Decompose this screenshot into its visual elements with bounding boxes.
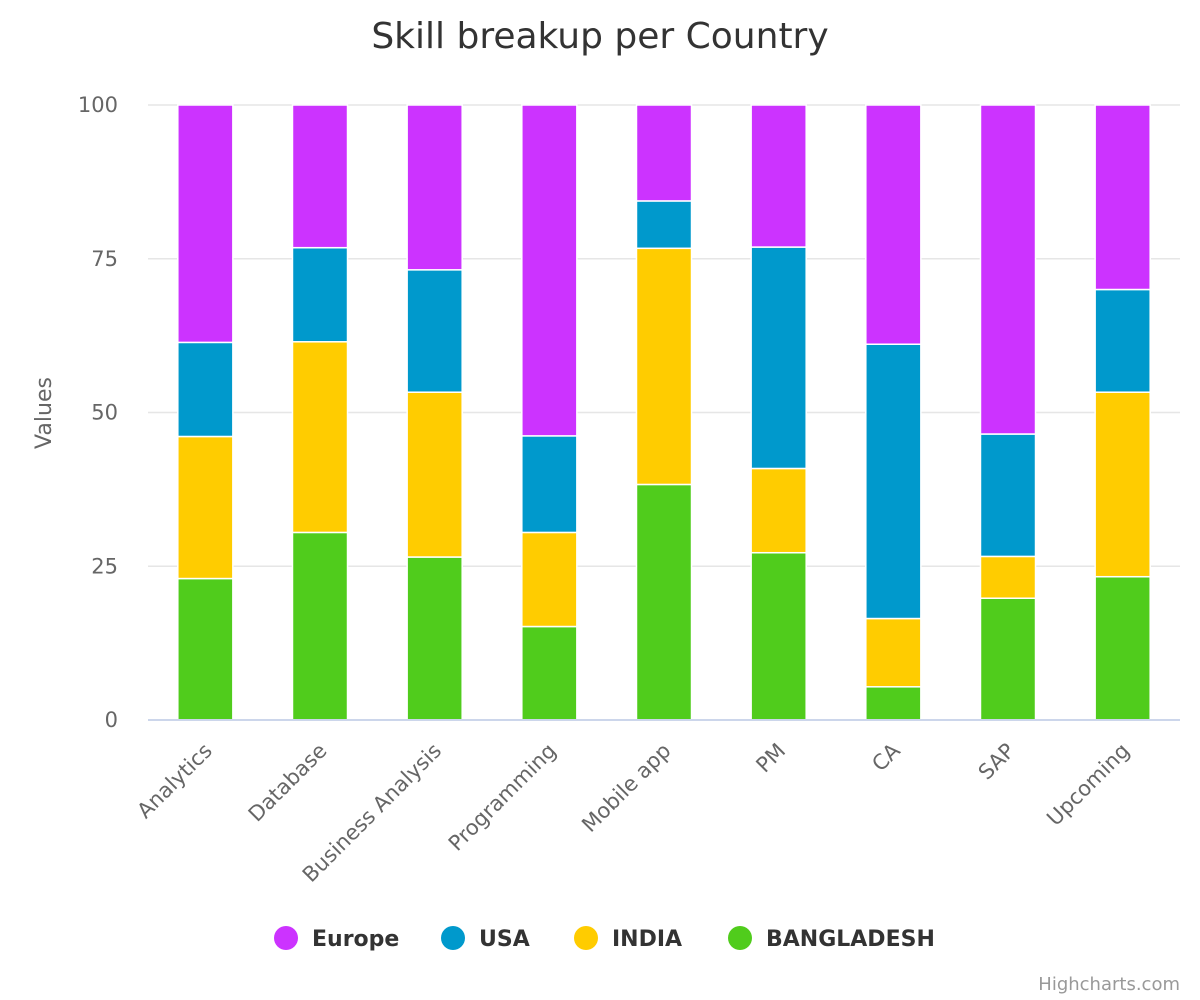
bar-segment[interactable] (177, 104, 234, 344)
y-tick-label: 75 (91, 247, 118, 271)
legend-swatch (728, 926, 752, 950)
legend: Europe USA INDIA BANGLADESH (274, 926, 935, 952)
legend-label: USA (479, 927, 530, 952)
bar-segment[interactable] (177, 435, 234, 580)
legend-item[interactable]: USA (441, 926, 530, 952)
bar-stack[interactable] (865, 104, 922, 721)
bar-segment[interactable] (865, 343, 922, 620)
bar-stack[interactable] (635, 104, 693, 721)
bar-segment[interactable] (979, 104, 1037, 435)
bar-segment[interactable] (291, 341, 349, 534)
y-tick-label: 0 (105, 708, 118, 732)
bar-stack[interactable] (406, 104, 463, 721)
bar-segment[interactable] (1094, 104, 1151, 291)
bar-segment[interactable] (406, 104, 463, 271)
bar-segment[interactable] (177, 577, 234, 721)
bar-segment[interactable] (865, 104, 922, 345)
y-axis-title: Values (32, 377, 57, 449)
bar-segment[interactable] (406, 391, 463, 558)
bar-segment[interactable] (1094, 391, 1151, 578)
bar-segment[interactable] (865, 617, 922, 688)
y-tick-label: 100 (78, 93, 118, 117)
bar-segment[interactable] (979, 433, 1037, 558)
bar-segment[interactable] (1094, 288, 1151, 393)
legend-label: Europe (312, 927, 399, 952)
x-tick-label: Database (244, 739, 332, 827)
y-tick-label: 50 (91, 401, 118, 425)
bar-segment[interactable] (635, 200, 693, 250)
x-tick-label: Upcoming (1042, 739, 1134, 831)
legend-swatch (441, 926, 465, 950)
legend-item[interactable]: BANGLADESH (728, 926, 935, 952)
bar-segment[interactable] (521, 435, 578, 534)
legend-label: INDIA (612, 927, 682, 952)
legend-swatch (274, 926, 298, 950)
bar-segment[interactable] (1094, 575, 1151, 721)
y-axis-tick-labels: 0 25 50 75 100 (78, 93, 118, 732)
bar-segment[interactable] (521, 531, 578, 628)
legend-item[interactable]: Europe (274, 926, 399, 952)
credits-link[interactable]: Highcharts.com (1038, 974, 1180, 995)
bar-segment[interactable] (521, 625, 578, 721)
bar-segment[interactable] (750, 104, 807, 248)
bar-segment[interactable] (635, 104, 693, 202)
bar-segment[interactable] (406, 269, 463, 393)
legend-label: BANGLADESH (766, 927, 935, 952)
x-tick-label: SAP (974, 739, 1020, 785)
bar-stack[interactable] (1094, 104, 1151, 721)
x-tick-label: PM (751, 739, 790, 778)
bar-segment[interactable] (979, 555, 1037, 599)
chart-title: Skill breakup per Country (371, 16, 828, 57)
bar-segment[interactable] (177, 341, 234, 438)
bar-segment[interactable] (291, 246, 349, 343)
x-tick-label: CA (867, 738, 905, 776)
bar-stack[interactable] (521, 104, 578, 721)
x-tick-label: Mobile app (577, 739, 675, 837)
bar-segment[interactable] (635, 483, 693, 721)
x-tick-label: Programming (444, 739, 561, 856)
bar-segment[interactable] (865, 686, 922, 721)
x-tick-label: Analytics (132, 739, 216, 823)
legend-item[interactable]: INDIA (574, 926, 682, 952)
bar-stack[interactable] (750, 104, 807, 721)
bar-segment[interactable] (406, 556, 463, 721)
bar-segment[interactable] (750, 246, 807, 470)
bar-segment[interactable] (291, 104, 349, 249)
bars (177, 104, 1151, 721)
bar-stack[interactable] (979, 104, 1037, 721)
y-tick-label: 25 (91, 554, 118, 578)
legend-swatch (574, 926, 598, 950)
bar-segment[interactable] (979, 597, 1037, 721)
bar-segment[interactable] (750, 467, 807, 554)
bar-segment[interactable] (635, 247, 693, 486)
bar-segment[interactable] (291, 531, 349, 721)
bar-stack[interactable] (291, 104, 349, 721)
bar-segment[interactable] (750, 551, 807, 721)
bar-stack[interactable] (177, 104, 234, 721)
bar-segment[interactable] (521, 104, 578, 437)
